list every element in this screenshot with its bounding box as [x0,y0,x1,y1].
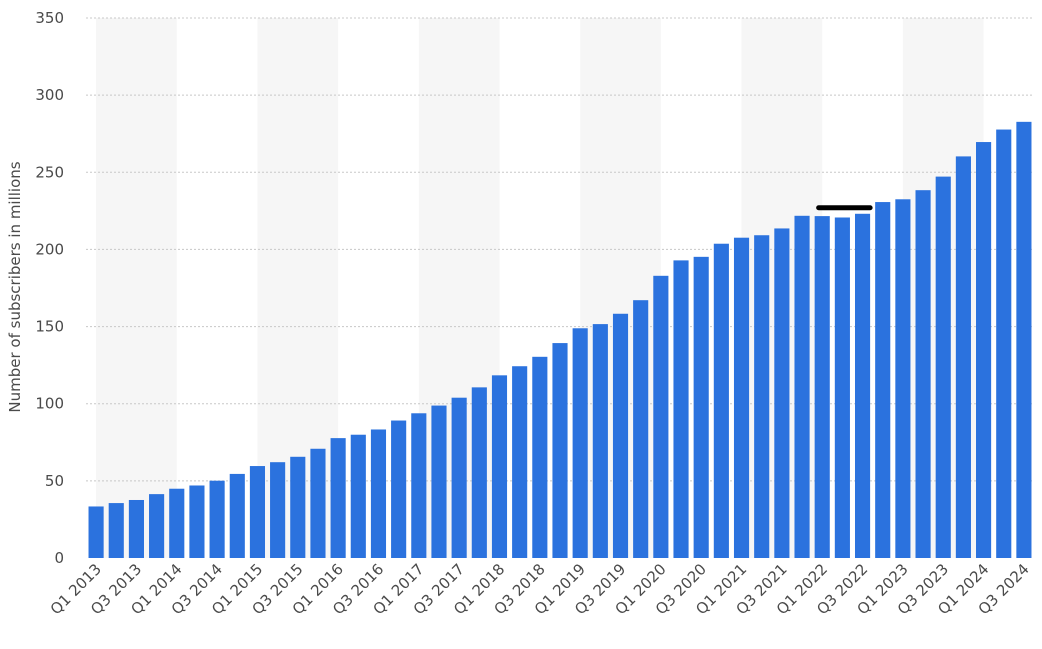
bar [854,213,871,558]
y-axis-ticks: 0 50 100 150 200 250 300 350 [35,9,64,567]
bar [532,356,548,558]
bar [612,313,629,558]
bar [653,275,669,558]
bar [895,199,911,559]
bar [754,235,770,558]
bar [996,129,1012,558]
y-tick-label: 100 [35,395,64,413]
bar [290,456,306,558]
bar [955,156,971,558]
bar [330,438,346,558]
bar [592,324,608,558]
bar [572,328,588,558]
bar [976,142,992,558]
bar [774,228,790,558]
bar [633,300,649,558]
bar [270,462,286,558]
bar [733,237,750,558]
bar [431,405,447,558]
bar [935,176,951,558]
bar [169,488,185,558]
bar [552,343,568,558]
y-tick-label: 250 [35,163,64,181]
bar [693,256,709,558]
bar [411,413,427,558]
bar [249,466,266,558]
y-tick-label: 50 [45,472,64,490]
bar [310,448,326,558]
y-axis-title: Number of subscribers in millions [6,161,24,412]
bar [229,473,245,558]
bar [350,434,366,558]
bars [88,121,1032,559]
bar [875,202,891,558]
y-tick-label: 350 [35,9,64,27]
bar [713,243,729,558]
bar [794,215,810,558]
bar [149,494,165,558]
bar [451,397,467,558]
bar [814,216,830,559]
bar [128,499,144,558]
y-tick-label: 150 [35,318,64,336]
bar [391,420,407,558]
year-band [96,18,177,558]
bar [370,429,387,558]
bar [1016,121,1032,558]
y-tick-label: 300 [35,86,64,104]
bar [189,485,205,558]
bar [491,375,508,558]
bar [673,260,689,558]
bar [915,190,931,558]
y-tick-label: 200 [35,240,64,258]
bar [471,387,487,558]
bar [512,366,528,558]
y-tick-label: 0 [54,549,64,567]
bar [108,503,124,558]
bar [88,506,104,558]
bar [834,217,850,558]
bar [209,480,225,558]
